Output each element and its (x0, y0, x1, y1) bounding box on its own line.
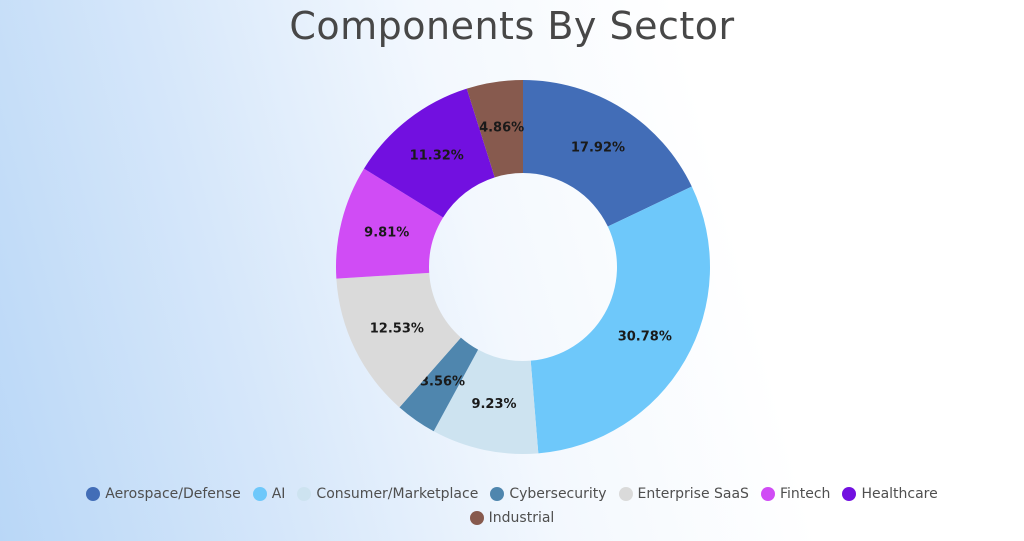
chart-title: Components By Sector (289, 4, 735, 48)
legend-label: Fintech (779, 486, 831, 502)
slice-industrial[interactable] (466, 80, 523, 178)
slice-label-ai: 30.78% (618, 330, 672, 345)
legend-label: Industrial (488, 510, 555, 526)
slice-fintech[interactable] (336, 168, 444, 279)
legend-item-consumer-marketplace[interactable]: Consumer/Marketplace (297, 485, 478, 503)
legend-label: Aerospace/Defense (105, 486, 241, 502)
slice-label-cybersecurity: 3.56% (420, 375, 465, 390)
slice-label-fintech: 9.81% (364, 225, 409, 240)
slice-label-healthcare: 11.32% (410, 149, 464, 164)
legend-swatch (297, 487, 312, 501)
legend-item-ai[interactable]: AI (252, 485, 286, 503)
legend-label: Enterprise SaaS (637, 486, 749, 502)
legend-label: AI (271, 486, 286, 502)
slice-label-aerospace-defense: 17.92% (571, 141, 625, 156)
chart-legend: Aerospace/Defense AI Consumer/Marketplace C… (40, 485, 984, 527)
legend-item-enterprise-saas[interactable]: Enterprise SaaS (618, 485, 749, 503)
slice-consumer-marketplace[interactable] (433, 349, 539, 454)
legend-swatch (252, 487, 267, 501)
legend-label: Healthcare (861, 486, 938, 502)
legend-swatch (490, 487, 505, 501)
legend-swatch (469, 511, 484, 525)
legend-item-healthcare[interactable]: Healthcare (842, 485, 938, 503)
slice-cybersecurity[interactable] (399, 337, 479, 432)
legend-item-aerospace-defense[interactable]: Aerospace/Defense (86, 485, 241, 503)
legend-swatch (86, 487, 101, 501)
legend-item-fintech[interactable]: Fintech (760, 485, 831, 503)
slice-label-consumer-marketplace: 9.23% (471, 397, 516, 412)
slice-aerospace-defense[interactable] (523, 80, 692, 227)
slice-label-enterprise-saas: 12.53% (370, 321, 424, 336)
legend-swatch (618, 487, 633, 501)
legend-swatch (760, 487, 775, 501)
legend-label: Cybersecurity (509, 486, 607, 502)
legend-item-industrial[interactable]: Industrial (469, 509, 555, 527)
slice-label-industrial: 4.86% (479, 121, 524, 136)
legend-label: Consumer/Marketplace (316, 486, 479, 502)
legend-item-cybersecurity[interactable]: Cybersecurity (490, 485, 607, 503)
legend-swatch (842, 487, 857, 501)
slice-ai[interactable] (530, 186, 710, 454)
slice-enterprise-saas[interactable] (336, 272, 461, 408)
slice-healthcare[interactable] (363, 88, 495, 218)
